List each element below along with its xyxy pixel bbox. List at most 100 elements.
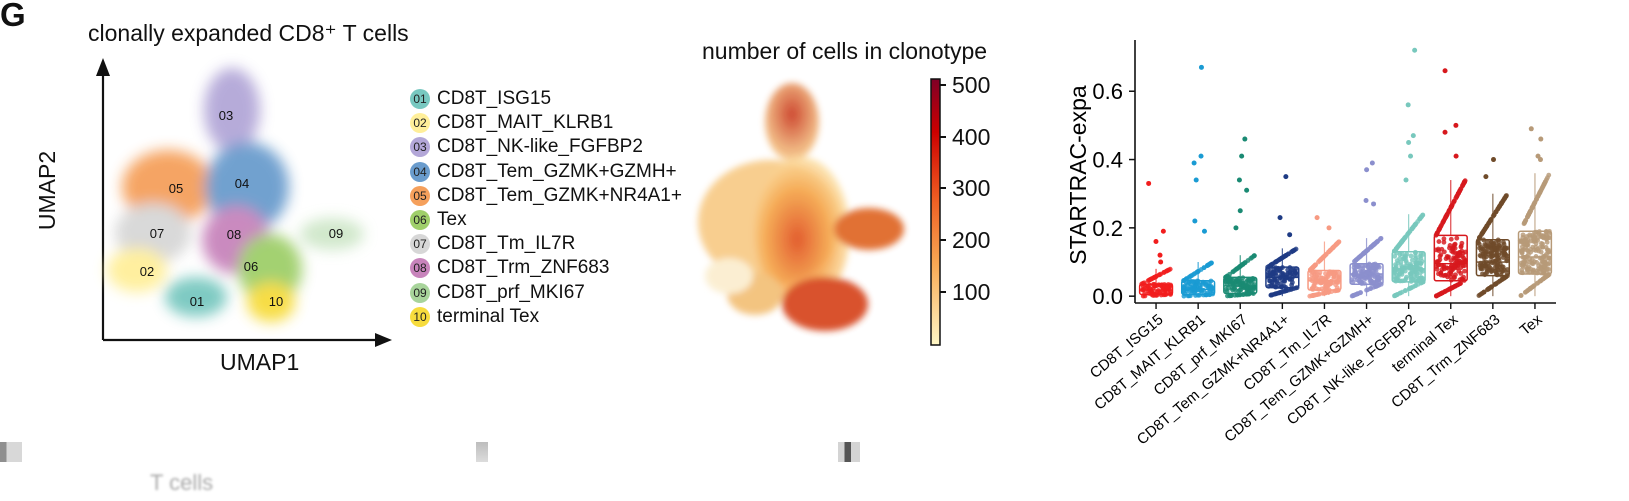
legend-item: 05 CD8T_Tem_GZMK+NR4A1+ (410, 184, 682, 208)
legend-bullet: 07 (410, 234, 430, 255)
outlier-point (1157, 252, 1163, 258)
box-jitter-point (1437, 257, 1443, 263)
box-jitter-point (1543, 274, 1549, 280)
box-jitter-point (1522, 289, 1528, 295)
legend-label: CD8T_ISG15 (437, 88, 552, 110)
box-jitter-point (1535, 280, 1541, 286)
box-jitter-point (1501, 275, 1507, 281)
cluster-10-region (247, 282, 295, 322)
legend-label: Tex (437, 209, 467, 231)
box-jitter-point (1330, 244, 1336, 250)
box-jitter-point (1531, 239, 1537, 244)
outlier-point (1233, 225, 1239, 231)
umap2-axis-label: UMAP2 (34, 150, 61, 231)
y-tick-label: 0.0 (1092, 284, 1123, 309)
box-jitter-point (1520, 235, 1526, 240)
box-jitter-point (1397, 271, 1403, 277)
box-jitter-point (1351, 259, 1357, 264)
box-jitter-point (1237, 287, 1243, 293)
box-jitter-point (1489, 250, 1495, 256)
box-jitter-point (1276, 257, 1282, 263)
legend-bullet: 10 (410, 306, 430, 327)
y-tick-label: 0.4 (1092, 148, 1123, 173)
outlier-point (1364, 167, 1370, 173)
box-jitter-point (1417, 270, 1423, 276)
box-jitter-point (1272, 277, 1278, 283)
umap2-arrow-icon (96, 58, 110, 76)
box (1475, 239, 1511, 277)
box-jitter-point (1408, 253, 1414, 259)
box-jitter-point (1323, 284, 1329, 290)
box-jitter-point (1228, 293, 1234, 299)
box-jitter-point (1524, 247, 1530, 253)
cluster-05-label: 05 (169, 181, 183, 196)
box-jitter-point (1489, 240, 1494, 246)
box-jitter-point (1271, 267, 1277, 272)
umap-plot: 03 05 04 07 08 06 09 02 01 10 (96, 58, 392, 347)
outlier-point (1287, 232, 1293, 238)
box-jitter-point (1481, 289, 1487, 295)
box-jitter-point (1318, 256, 1324, 262)
box-jitter-point (1454, 253, 1460, 259)
outlier-point (1403, 177, 1409, 183)
box-jitter-point (1534, 259, 1540, 265)
box-jitter-point (1226, 285, 1231, 291)
box-jitter-point (1188, 273, 1194, 279)
legend-label: terminal Tex (437, 305, 540, 327)
colorbar (930, 78, 941, 346)
outlier-point (1160, 228, 1166, 234)
box-jitter-point (1360, 263, 1365, 269)
box-jitter-point (1416, 275, 1422, 281)
box-jitter-point (1452, 275, 1457, 281)
box-jitter-point (1249, 277, 1255, 283)
outlier-point (1146, 180, 1152, 186)
box-jitter-point (1527, 232, 1532, 238)
pixel-mark-left (0, 442, 22, 462)
box-jitter-point (1374, 239, 1380, 245)
legend-item: 01 CD8T_ISG15 (410, 87, 682, 111)
box-jitter-point (1311, 292, 1317, 298)
box-jitter-point (1542, 179, 1548, 185)
box-jitter-point (1417, 253, 1423, 259)
box-jitter-point (1237, 278, 1243, 284)
box-jitter-point (1451, 200, 1456, 205)
box-jitter-point (1522, 238, 1528, 244)
outlier-point (1442, 68, 1448, 74)
box-jitter-point (1434, 293, 1439, 299)
legend-item: 08 CD8T_Trm_ZNF683 (410, 256, 682, 280)
legend-item: 09 CD8T_prf_MKI67 (410, 281, 682, 305)
box-jitter-point (1462, 268, 1467, 274)
box-jitter-point (1485, 244, 1491, 250)
outlier-point (1198, 64, 1204, 70)
box-jitter-point (1520, 244, 1525, 250)
box-jitter-point (1156, 272, 1162, 278)
clonotype-density-lower-left (705, 258, 753, 294)
colorbar-label-200: 200 (952, 227, 990, 253)
box-jitter-point (1357, 279, 1363, 285)
box-jitter-point (1530, 203, 1536, 209)
box-jitter-point (1269, 292, 1274, 298)
colorbar-label-400: 400 (952, 124, 990, 150)
box-jitter-point (1442, 216, 1447, 222)
colorbar-label-100: 100 (952, 279, 990, 305)
outlier-point (1406, 139, 1412, 145)
box (1433, 234, 1468, 282)
box-jitter-point (1540, 185, 1545, 190)
clonotype-density-right (834, 208, 904, 250)
clonotype-density-top (765, 83, 819, 161)
box-jitter-point (1436, 239, 1442, 244)
box-jitter-point (1248, 255, 1254, 261)
colorbar-label-300: 300 (952, 175, 990, 201)
outlier-point (1537, 157, 1543, 163)
box-jitter-point (1399, 289, 1405, 295)
cluster-04-label: 04 (235, 176, 249, 191)
box-jitter-point (1292, 247, 1297, 253)
box-jitter-point (1444, 211, 1450, 217)
legend-bullet: 02 (410, 113, 430, 134)
box-jitter-point (1185, 282, 1190, 287)
legend-label: CD8T_prf_MKI67 (437, 281, 585, 303)
box-jitter-point (1450, 246, 1455, 251)
panel-letter: G (0, 0, 26, 33)
outlier-point (1242, 136, 1248, 142)
